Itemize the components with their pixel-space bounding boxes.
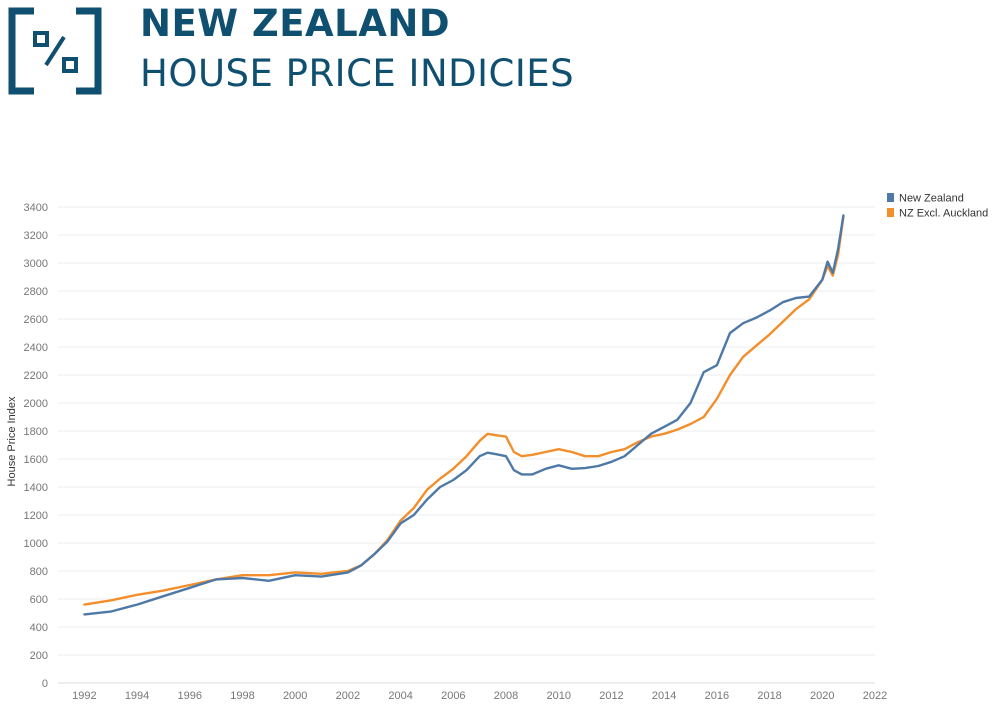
x-tick-label: 2002 bbox=[336, 690, 360, 702]
page-subtitle: HOUSE PRICE INDICIES bbox=[140, 52, 575, 95]
x-tick-label: 2020 bbox=[810, 690, 834, 702]
y-tick-label: 1400 bbox=[24, 482, 48, 494]
page-title: NEW ZEALAND bbox=[140, 2, 451, 45]
y-tick-label: 400 bbox=[30, 622, 48, 634]
y-tick-label: 2400 bbox=[24, 342, 48, 354]
x-tick-label: 2016 bbox=[705, 690, 729, 702]
x-tick-label: 2004 bbox=[388, 690, 412, 702]
series-line-1 bbox=[83, 215, 845, 606]
x-tick-label: 1998 bbox=[230, 690, 254, 702]
x-tick-label: 1996 bbox=[178, 690, 202, 702]
x-tick-label: 1994 bbox=[125, 690, 149, 702]
percent-box-icon bbox=[8, 7, 102, 95]
y-axis-title: House Price Index bbox=[6, 396, 18, 486]
series-lines bbox=[83, 214, 845, 616]
x-tick-label: 2006 bbox=[441, 690, 465, 702]
x-tick-label: 1992 bbox=[72, 690, 96, 702]
y-tick-label: 1800 bbox=[24, 426, 48, 438]
y-tick-label: 2800 bbox=[24, 286, 48, 298]
legend-label: New Zealand bbox=[899, 193, 964, 205]
legend-swatch bbox=[887, 193, 894, 202]
y-tick-label: 0 bbox=[42, 678, 48, 690]
y-tick-label: 1200 bbox=[24, 510, 48, 522]
legend-label: NZ Excl. Auckland bbox=[899, 208, 988, 220]
x-tick-label: 2008 bbox=[494, 690, 518, 702]
series-line-0 bbox=[83, 214, 845, 616]
y-tick-label: 3200 bbox=[24, 230, 48, 242]
y-tick-label: 200 bbox=[30, 650, 48, 662]
legend: New Zealand NZ Excl. Auckland bbox=[887, 193, 988, 220]
y-tick-label: 1000 bbox=[24, 538, 48, 550]
y-tick-label: 1600 bbox=[24, 454, 48, 466]
x-tick-label: 2000 bbox=[283, 690, 307, 702]
y-axis-ticks: 0 200 400 600 800 1000 1200 1400 1600 1800 2000 220… bbox=[24, 202, 48, 690]
x-tick-label: 2022 bbox=[863, 690, 887, 702]
x-tick-label: 2018 bbox=[757, 690, 781, 702]
x-tick-label: 2014 bbox=[652, 690, 676, 702]
y-tick-label: 2600 bbox=[24, 314, 48, 326]
gridlines bbox=[58, 206, 875, 656]
y-tick-label: 800 bbox=[30, 566, 48, 578]
x-tick-label: 2012 bbox=[599, 690, 623, 702]
y-tick-label: 2000 bbox=[24, 398, 48, 410]
y-tick-label: 3400 bbox=[24, 202, 48, 214]
x-axis-ticks: 1992 1994 1996 1998 2000 2002 2004 2006 2008 2010… bbox=[72, 690, 887, 702]
y-tick-label: 600 bbox=[30, 594, 48, 606]
legend-swatch bbox=[887, 208, 894, 217]
y-tick-label: 2200 bbox=[24, 370, 48, 382]
y-tick-label: 3000 bbox=[24, 258, 48, 270]
x-tick-label: 2010 bbox=[546, 690, 570, 702]
